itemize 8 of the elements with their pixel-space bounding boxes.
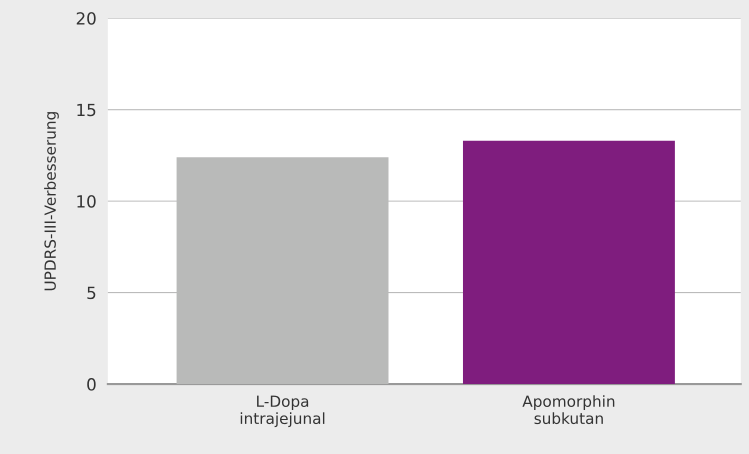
y-tick-label: 10 [77,195,96,208]
y-tick-label: 0 [87,378,96,391]
y-tick-label: 5 [87,286,96,300]
y-axis-title: UPDRS-III-Verbesserung [44,112,59,290]
x-tick-label: Apomorphin subkutan [522,395,614,424]
y-tick-label: 15 [77,104,96,116]
y-tick-label: 20 [76,12,96,25]
x-tick-label: L-Dopa intrajejunal [240,396,324,428]
